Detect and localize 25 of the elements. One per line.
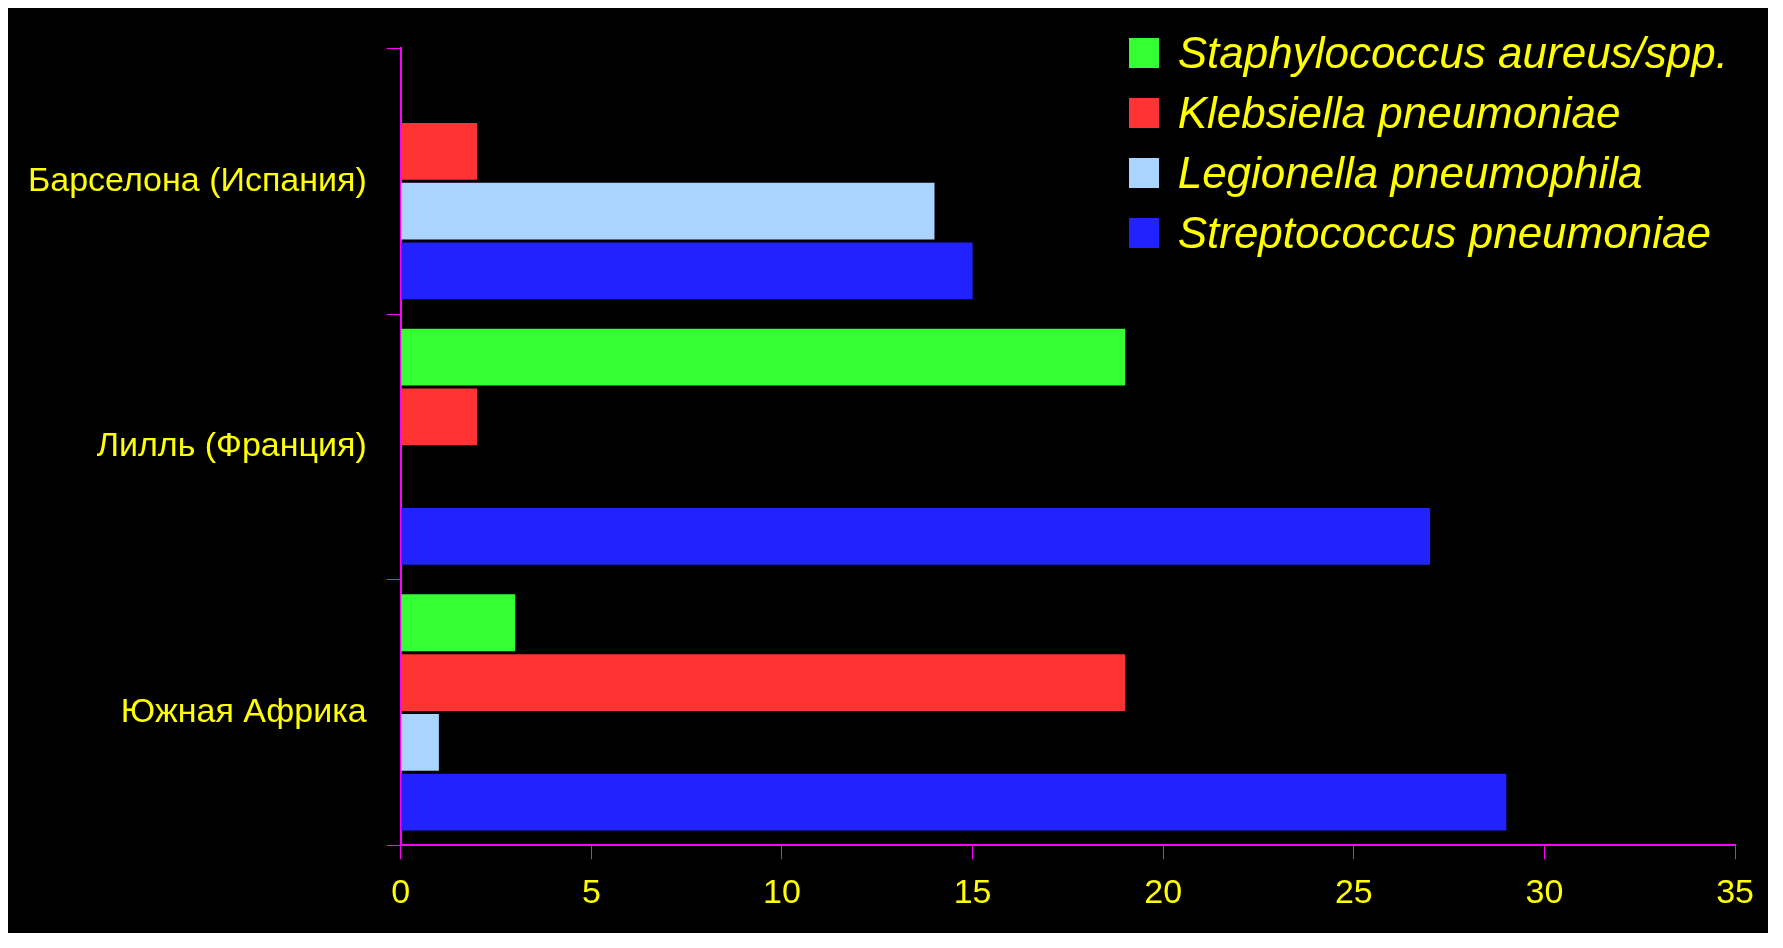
legend-label: Streptococcus pneumoniae xyxy=(1177,208,1711,258)
bar xyxy=(401,328,1126,386)
bar xyxy=(401,182,935,240)
legend-label: Staphylococcus aureus/spp. xyxy=(1177,28,1728,78)
bar xyxy=(401,508,1431,565)
bar xyxy=(401,388,477,446)
bar xyxy=(401,242,973,300)
bar xyxy=(401,122,477,180)
bar xyxy=(401,594,516,652)
bar xyxy=(401,713,439,771)
bar xyxy=(401,654,1126,711)
y-tick-label: Барселона (Испания) xyxy=(27,159,367,198)
x-tick-label: 0 xyxy=(391,871,411,910)
y-tick-label: Южная Африка xyxy=(120,690,367,729)
x-tick-label: 35 xyxy=(1716,871,1754,910)
x-tick-label: 10 xyxy=(763,871,801,910)
legend-label: Legionella pneumophila xyxy=(1177,148,1643,198)
x-tick-label: 5 xyxy=(581,871,601,910)
legend-label: Klebsiella pneumoniae xyxy=(1177,88,1621,138)
x-tick-label: 15 xyxy=(953,871,992,910)
x-tick-label: 30 xyxy=(1525,871,1564,910)
y-tick-label: Лилль (Франция) xyxy=(96,425,367,464)
x-tick-label: 25 xyxy=(1334,871,1373,910)
bar xyxy=(401,773,1507,831)
x-tick-label: 20 xyxy=(1144,871,1183,910)
